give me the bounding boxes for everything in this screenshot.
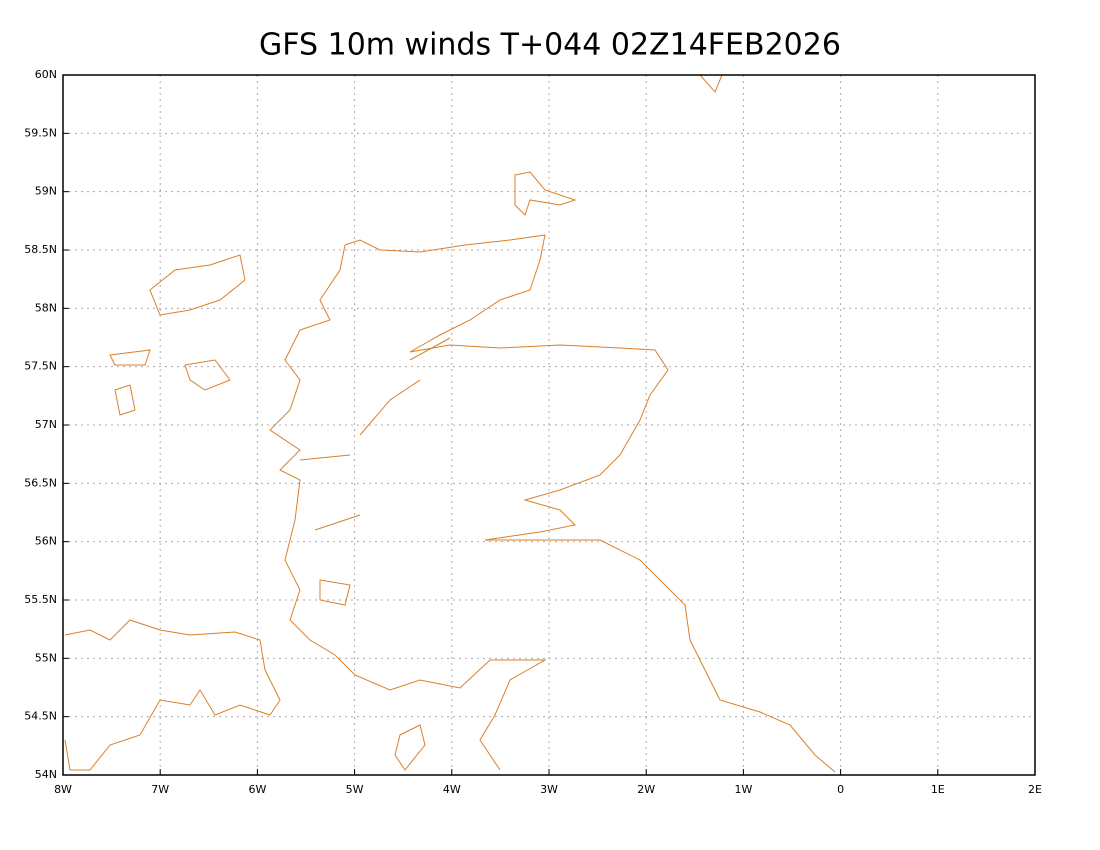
coastline-lochs (299, 74, 723, 606)
coastline-islands (109, 171, 577, 771)
y-tick-label: 58.5N (24, 243, 57, 256)
map-title: GFS 10m winds T+044 02Z14FEB2026 (259, 28, 841, 63)
y-tick-label: 57N (35, 418, 57, 431)
x-tick-label: 1W (734, 783, 752, 796)
y-tick-label: 57.5N (24, 360, 57, 373)
y-tick-label: 55.5N (24, 593, 57, 606)
y-tick-label: 55N (35, 651, 57, 664)
x-tick-label: 1E (931, 783, 945, 796)
y-tick-label: 58N (35, 301, 57, 314)
x-tick-label: 0 (837, 783, 844, 796)
y-tick-label: 54.5N (24, 710, 57, 723)
x-tick-label: 2W (637, 783, 655, 796)
y-tick-label: 59N (35, 185, 57, 198)
x-tick-label: 7W (151, 783, 169, 796)
y-tick-label: 54N (35, 768, 57, 781)
x-tick-label: 3W (540, 783, 558, 796)
x-tick-label: 2E (1028, 783, 1042, 796)
x-tick-label: 4W (443, 783, 461, 796)
coastline-west (269, 244, 547, 771)
x-tick-label: 8W (54, 783, 72, 796)
coastline (64, 74, 836, 773)
y-tick-label: 59.5N (24, 126, 57, 139)
x-tick-label: 5W (346, 783, 364, 796)
y-tick-label: 60N (35, 68, 57, 81)
coastline-ireland (64, 619, 281, 771)
y-tick-label: 56N (35, 535, 57, 548)
y-tick-label: 56.5N (24, 476, 57, 489)
x-tick-label: 6W (248, 783, 266, 796)
coastline-scotland (344, 234, 836, 773)
